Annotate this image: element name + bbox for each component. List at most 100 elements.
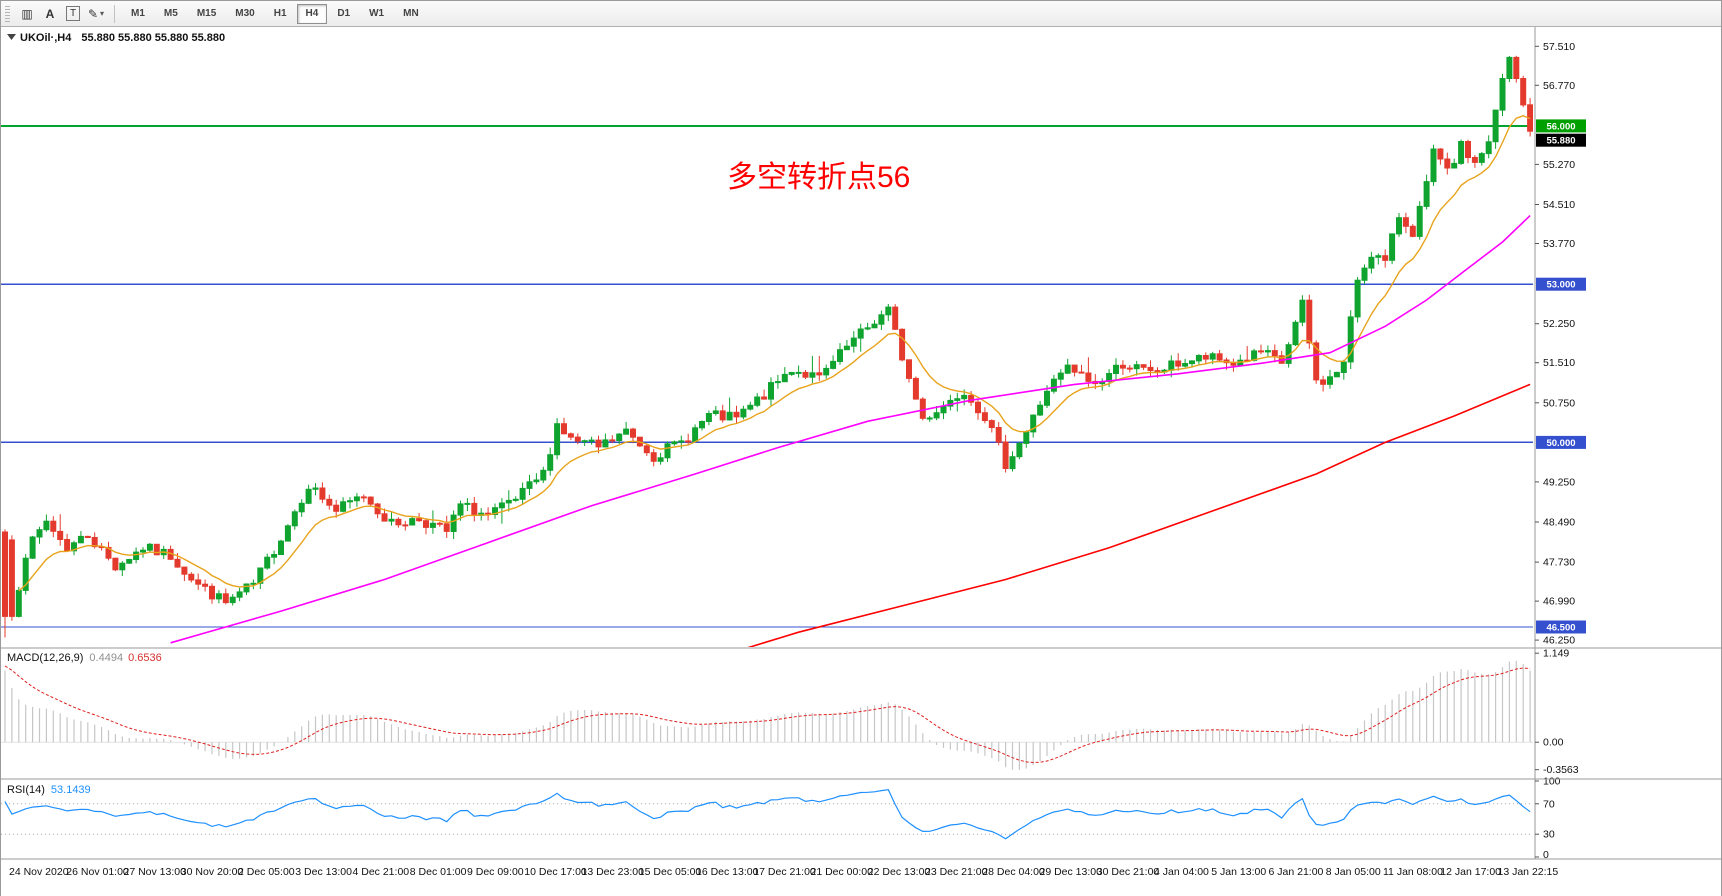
- symbol-dropdown-icon[interactable]: [7, 34, 16, 40]
- candle-body: [1347, 316, 1354, 363]
- candle-body: [1002, 441, 1009, 469]
- timeframe-button-w1[interactable]: W1: [360, 4, 393, 24]
- time-axis-label: 8 Dec 01:00: [410, 866, 467, 878]
- candle-body: [140, 549, 146, 553]
- candle-body: [312, 487, 319, 490]
- candle-body: [1430, 148, 1437, 183]
- candle-body: [112, 557, 119, 571]
- candle-body: [1119, 364, 1126, 369]
- candle-body: [215, 593, 222, 600]
- timeframe-button-m15[interactable]: M15: [188, 4, 225, 24]
- candle-body: [1320, 379, 1327, 385]
- text-tool-button[interactable]: A: [39, 4, 61, 24]
- timeframe-button-d1[interactable]: D1: [328, 4, 359, 24]
- candle-body: [623, 428, 630, 435]
- candle-body: [1409, 225, 1416, 237]
- candle-body: [699, 421, 705, 429]
- candle-body: [878, 314, 885, 325]
- candle-body: [740, 408, 747, 418]
- price-axis-label: 51.510: [1543, 357, 1575, 369]
- timeframe-button-h1[interactable]: H1: [265, 4, 296, 24]
- symbol-name: UKOil·,H4: [20, 32, 72, 44]
- candle-body: [588, 439, 595, 442]
- candle-body: [1195, 355, 1202, 362]
- candle-body: [326, 498, 333, 506]
- rsi-label: RSI(14) 53.1439: [7, 784, 91, 796]
- toolbar-drag-handle[interactable]: [5, 5, 10, 22]
- price-axis[interactable]: 57.510 56.770 55.270 54.510 53.770 52.250 51.5…: [1534, 27, 1586, 859]
- candle-body: [595, 439, 602, 448]
- price-axis-label: 54.510: [1543, 199, 1575, 211]
- candle-body: [975, 401, 981, 414]
- candle-body: [1437, 148, 1444, 160]
- label-tool-button[interactable]: T: [62, 4, 84, 24]
- price-tag: [1536, 620, 1586, 634]
- candle-body: [567, 433, 574, 438]
- symbol-ohlc: 55.880 55.880 55.880 55.880: [81, 32, 225, 44]
- candle-body: [802, 371, 809, 378]
- candle-body: [712, 410, 719, 414]
- candle-body: [933, 412, 940, 419]
- candle-body: [64, 539, 71, 552]
- candle-body: [340, 501, 347, 512]
- candle-body: [174, 558, 181, 568]
- candle-body: [664, 443, 671, 459]
- macd-signal-line: [4, 665, 1531, 764]
- candle-body: [1271, 350, 1278, 357]
- time-axis-label: 16 Dec 13:00: [696, 866, 759, 878]
- candle-body: [367, 496, 374, 505]
- candle-body: [1361, 267, 1368, 281]
- candle-body: [1044, 390, 1050, 406]
- annotation-text[interactable]: 多空转折点56: [727, 161, 910, 194]
- time-axis-label: 29 Dec 13:00: [1040, 866, 1103, 878]
- price-axis-label: 57.510: [1543, 41, 1575, 53]
- timeframe-button-h4[interactable]: H4: [296, 3, 328, 24]
- candle-body: [795, 371, 802, 374]
- candle-body: [209, 585, 215, 600]
- candle-body: [850, 337, 857, 347]
- candle-body: [692, 427, 699, 442]
- time-axis-label: 2 Dec 05:00: [238, 866, 295, 878]
- candle-body: [761, 396, 768, 400]
- timeframe-button-m5[interactable]: M5: [155, 4, 187, 24]
- candle-body: [333, 504, 340, 512]
- macd-axis-label: 1.149: [1543, 648, 1569, 660]
- time-axis-label: 28 Dec 04:00: [982, 866, 1045, 878]
- candle-body: [1382, 255, 1389, 261]
- candle-body: [250, 582, 257, 585]
- candle-body: [919, 398, 926, 419]
- label-tool-icon: T: [65, 6, 81, 21]
- timeframe-button-m1[interactable]: M1: [122, 4, 154, 24]
- chart-window-icon[interactable]: ▥: [16, 4, 38, 24]
- candle-body: [222, 593, 229, 604]
- candle-body: [768, 382, 774, 400]
- rsi-axis-label: 70: [1543, 798, 1555, 810]
- candle-body: [581, 440, 588, 443]
- candle-body: [926, 417, 933, 420]
- candle-body: [402, 524, 409, 527]
- candle-body: [1306, 299, 1313, 344]
- timeframe-button-mn[interactable]: MN: [394, 4, 428, 24]
- candle-body: [8, 539, 15, 617]
- candle-body: [43, 520, 50, 531]
- candle-body: [1513, 56, 1520, 79]
- candle-body: [1416, 205, 1423, 237]
- chevron-down-icon: ▾: [100, 9, 105, 18]
- candle-body: [816, 372, 823, 376]
- candle-body: [464, 502, 471, 505]
- candle-body: [871, 323, 878, 329]
- rsi-name: RSI(14): [7, 784, 45, 796]
- chart-canvas[interactable]: 57.510 56.770 55.270 54.510 53.770 52.250 51.5…: [1, 27, 1722, 896]
- candle-body: [202, 583, 209, 587]
- candle-body: [961, 394, 968, 400]
- candle-body: [457, 503, 464, 516]
- draw-tools-dropdown[interactable]: ✎ ▾: [85, 4, 107, 24]
- pencil-icon: ✎: [87, 6, 99, 21]
- candle-body: [705, 413, 712, 422]
- candle-body: [105, 546, 112, 559]
- rsi-axis-label: 0: [1543, 849, 1549, 861]
- timeframe-button-m30[interactable]: M30: [226, 4, 263, 24]
- candle-body: [650, 452, 657, 462]
- price-axis-label: 52.250: [1543, 318, 1575, 330]
